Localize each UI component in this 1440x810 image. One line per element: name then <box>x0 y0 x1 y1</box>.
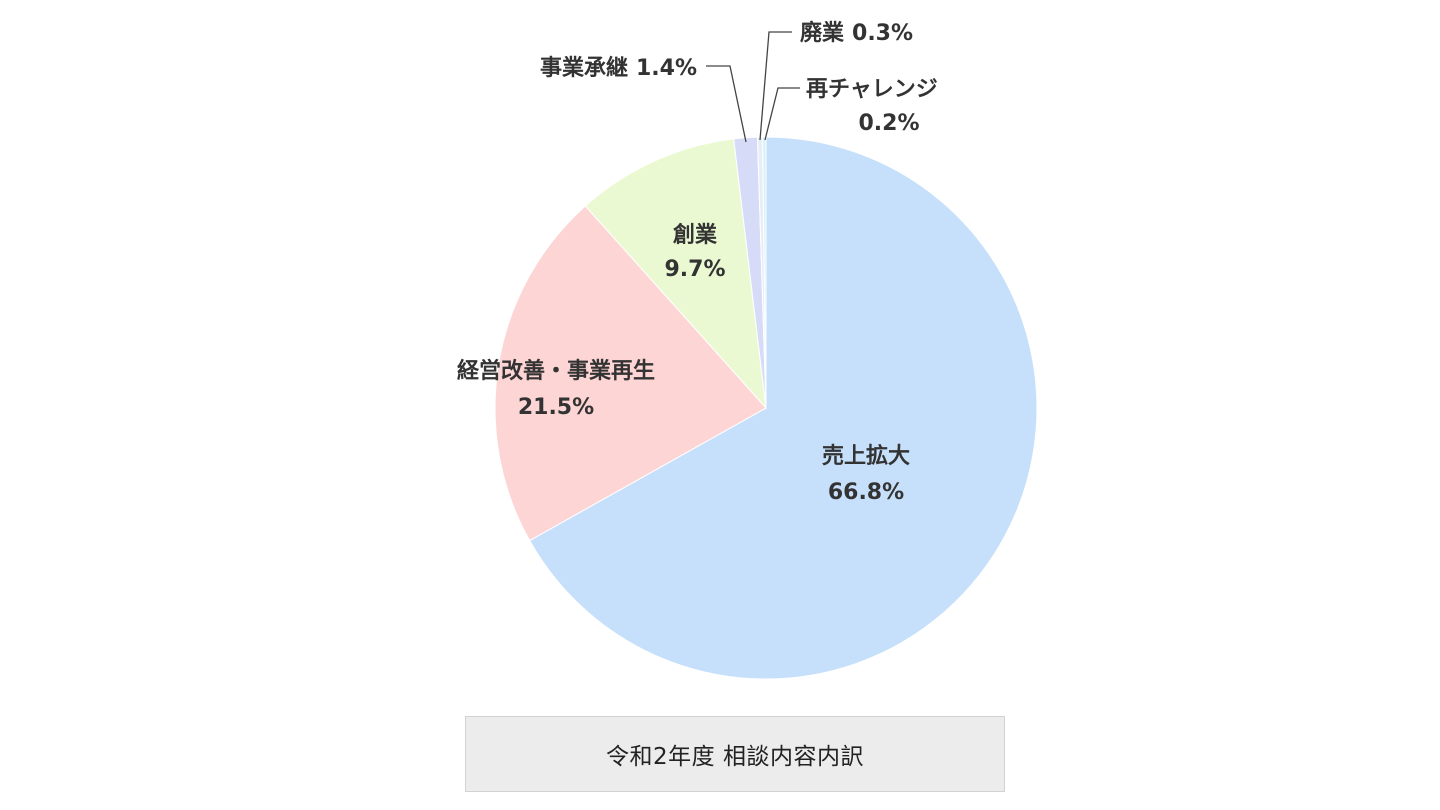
pie-slice-sales <box>528 136 1038 680</box>
slice-value-sales: 66.8% <box>828 480 904 505</box>
slice-value-management: 21.5% <box>518 395 594 420</box>
pie-chart: 売上拡大 66.8% 経営改善・事業再生 21.5% 創業 9.7% 事業承継 1… <box>457 20 1038 680</box>
chart-caption-box: 令和2年度 相談内容内訳 <box>465 716 1005 792</box>
callout-label-closure: 廃業 0.3% <box>800 20 913 46</box>
pie-slice-startup <box>584 138 767 410</box>
callout-name-rechallenge: 再チャレンジ <box>806 77 938 102</box>
slice-value-startup: 9.7% <box>664 257 725 282</box>
slice-label-sales: 売上拡大 <box>822 443 910 469</box>
leader-line-closure <box>759 31 792 141</box>
callout-label-succession: 事業承継 1.4% <box>540 55 697 81</box>
callout-value-succession: 1.4% <box>636 56 697 81</box>
pie-slice-management <box>494 205 767 542</box>
callout-name-succession: 事業承継 <box>540 55 628 81</box>
chart-caption: 令和2年度 相談内容内訳 <box>606 744 864 770</box>
leader-line-succession <box>706 65 747 143</box>
callout-value-closure: 0.3% <box>852 21 913 46</box>
slice-label-management: 経営改善・事業再生 <box>457 358 655 384</box>
leader-line-rechallenge <box>764 87 800 141</box>
callout-value-rechallenge: 0.2% <box>858 111 919 136</box>
callout-name-closure: 廃業 <box>800 20 845 46</box>
slice-label-startup: 創業 <box>673 223 718 248</box>
